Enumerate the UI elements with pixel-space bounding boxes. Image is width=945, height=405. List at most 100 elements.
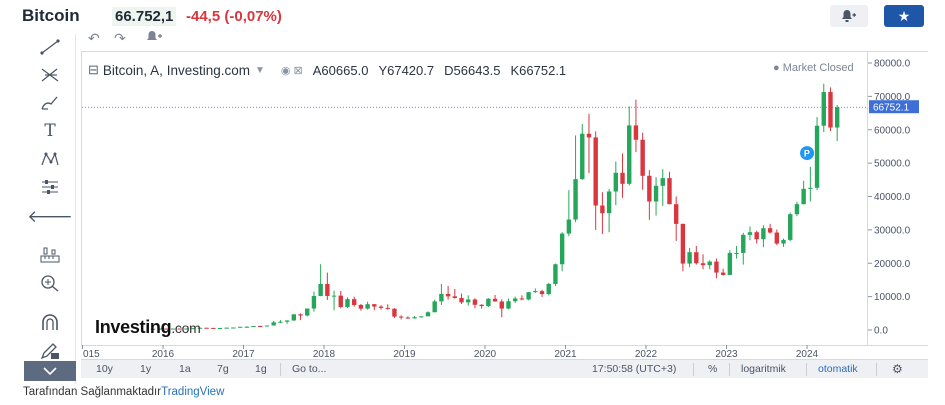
range-1y[interactable]: 1y bbox=[140, 363, 152, 375]
investing-logo: Investing.com bbox=[95, 317, 201, 338]
market-status-text: Market Closed bbox=[782, 62, 854, 74]
star-icon: ★ bbox=[897, 7, 911, 24]
measure-tool[interactable] bbox=[37, 244, 63, 266]
candle-body bbox=[580, 133, 585, 180]
fib-tool[interactable] bbox=[37, 64, 63, 86]
settings-gear-icon[interactable]: ⚙ bbox=[892, 362, 903, 376]
candle-body bbox=[177, 328, 182, 330]
fib-icon bbox=[41, 68, 59, 82]
add-to-watchlist-button[interactable]: ★ bbox=[884, 5, 924, 27]
lock-drawings-tool[interactable] bbox=[37, 340, 63, 362]
brush-icon bbox=[41, 96, 58, 110]
attribution: Tarafından SağlanmaktadırTradingView bbox=[23, 386, 224, 398]
x-tick-label: 2020 bbox=[474, 349, 497, 360]
price-axis[interactable] bbox=[868, 51, 928, 346]
range-10y[interactable]: 10y bbox=[96, 363, 113, 375]
back-arrow-tool[interactable]: 🡐 bbox=[27, 206, 73, 228]
zoom-tool[interactable] bbox=[37, 272, 63, 294]
candle-body bbox=[606, 191, 612, 214]
logo-main: Investing bbox=[95, 317, 172, 337]
candle-body bbox=[244, 326, 250, 328]
candle-body bbox=[566, 219, 572, 234]
trend-line-tool[interactable] bbox=[37, 36, 63, 58]
candle-body bbox=[378, 306, 384, 308]
last-price-label-bg bbox=[869, 100, 919, 114]
undo-icon[interactable]: ↶ bbox=[88, 30, 100, 46]
collapse-legend-icon[interactable]: ⊟ bbox=[88, 62, 99, 77]
candle-body bbox=[392, 308, 397, 317]
auto-scale-toggle[interactable]: otomatik bbox=[818, 363, 858, 375]
candle-body bbox=[640, 139, 645, 176]
candle-body bbox=[788, 214, 793, 240]
pencil-lock-icon bbox=[40, 343, 59, 360]
range-1g[interactable]: 1g bbox=[255, 363, 267, 375]
y-tick-label: 80000.0 bbox=[874, 59, 911, 70]
candle-body bbox=[747, 232, 753, 235]
pattern-tool[interactable] bbox=[37, 148, 63, 170]
legend-open: A60665.0 bbox=[312, 62, 369, 78]
candle-body bbox=[150, 328, 156, 330]
candle-body bbox=[351, 299, 357, 305]
candle-body bbox=[459, 297, 464, 303]
candle-body bbox=[828, 92, 833, 128]
toolbar-collapse-button[interactable] bbox=[24, 361, 76, 381]
divider bbox=[806, 363, 807, 376]
y-tick-label: 40000.0 bbox=[874, 192, 911, 203]
candle-body bbox=[512, 298, 518, 302]
y-tick-label: 60000.0 bbox=[874, 125, 911, 136]
candle-body bbox=[714, 261, 719, 273]
candle-body bbox=[291, 314, 297, 321]
add-alert-button[interactable] bbox=[830, 5, 868, 27]
candle-body bbox=[472, 299, 478, 305]
clock-display[interactable]: 17:50:58 (UTC+3) bbox=[592, 363, 677, 375]
tradingview-link[interactable]: TradingView bbox=[161, 386, 225, 398]
candle-body bbox=[432, 301, 437, 313]
candle-body bbox=[821, 92, 826, 126]
candle-body bbox=[264, 325, 270, 327]
chart-legend: ⊟ Bitcoin, A, Investing.com ▼ ◉ ⊠ A60665… bbox=[88, 61, 576, 79]
candle-body bbox=[157, 328, 162, 330]
candle-body bbox=[519, 298, 525, 300]
candle-body bbox=[278, 321, 283, 323]
quote-header: Bitcoin 66.752,1 -44,5 (-0,07%) ★ bbox=[0, 0, 945, 34]
visibility-icon[interactable]: ◉ ⊠ bbox=[280, 64, 303, 77]
price-change: -44,5 (-0,07%) bbox=[186, 8, 282, 25]
candle-body bbox=[653, 185, 659, 202]
candle-body bbox=[305, 308, 310, 316]
chart-frame[interactable] bbox=[81, 51, 868, 346]
candle-body bbox=[237, 326, 243, 328]
candle-body bbox=[445, 293, 451, 297]
range-1a[interactable]: 1a bbox=[179, 363, 191, 375]
candle-body bbox=[405, 317, 411, 319]
candle-body bbox=[754, 232, 759, 240]
text-tool[interactable]: T bbox=[37, 120, 63, 142]
redo-icon[interactable]: ↷ bbox=[114, 30, 126, 46]
candle-body bbox=[687, 252, 692, 264]
candle-body bbox=[204, 327, 209, 329]
range-7g[interactable]: 7g bbox=[217, 363, 229, 375]
candle-body bbox=[600, 205, 605, 214]
legend-close: K66752.1 bbox=[510, 62, 567, 78]
magnet-icon bbox=[42, 314, 58, 330]
x-tick-label: 2022 bbox=[635, 349, 658, 360]
candle-body bbox=[586, 133, 592, 138]
candle-body bbox=[190, 328, 196, 330]
brush-tool[interactable] bbox=[37, 92, 63, 114]
drawing-toolbar: T 🡐 bbox=[24, 34, 76, 384]
y-tick-label: 50000.0 bbox=[874, 159, 911, 170]
candle-body bbox=[573, 179, 578, 220]
position-tool[interactable] bbox=[37, 176, 63, 198]
log-scale-toggle[interactable]: logaritmik bbox=[741, 363, 786, 375]
magnet-tool[interactable] bbox=[37, 312, 63, 334]
candle-body bbox=[814, 125, 820, 188]
candle-body bbox=[184, 328, 189, 330]
x-tick-label: 2021 bbox=[554, 349, 577, 360]
legend-high: Y67420.7 bbox=[378, 62, 435, 78]
goto-button[interactable]: Go to... bbox=[292, 363, 327, 375]
candle-body bbox=[372, 304, 377, 307]
candle-body bbox=[419, 316, 424, 318]
percent-toggle[interactable]: % bbox=[708, 363, 718, 375]
alert-icon[interactable] bbox=[146, 30, 164, 47]
caret-down-icon[interactable]: ▼ bbox=[254, 64, 265, 76]
